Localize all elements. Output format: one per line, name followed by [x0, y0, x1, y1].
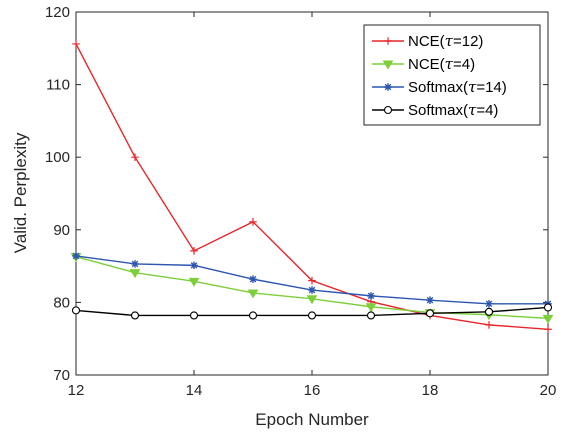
y-axis-label: Valid. Perplexity [11, 132, 30, 253]
circle-marker [307, 311, 317, 320]
star-marker [72, 252, 80, 260]
plus-marker [485, 321, 493, 329]
circle-marker [130, 311, 140, 320]
triangle-marker [542, 314, 554, 324]
plus-marker [544, 325, 552, 334]
plus-marker [308, 276, 316, 285]
y-tick-label: 70 [53, 367, 70, 384]
legend-item: Softmax(τ=14) [372, 78, 507, 96]
circle-marker [71, 306, 81, 315]
x-tick-label: 16 [304, 382, 321, 399]
y-tick-label: 110 [46, 77, 70, 94]
circle-marker [248, 311, 258, 320]
triangle-marker [306, 295, 318, 305]
x-tick-label: 12 [68, 382, 85, 399]
circle-marker [383, 105, 393, 115]
plus-marker [190, 247, 198, 255]
triangle-marker [382, 60, 394, 70]
y-axis: 70 80 90 100 110 120 [45, 4, 548, 384]
triangle-marker [365, 303, 377, 313]
circle-marker [484, 307, 494, 316]
x-axis: 12 14 16 18 20 [68, 12, 557, 399]
legend-label: NCE(τ=4) [408, 55, 475, 73]
triangle-marker [247, 289, 259, 299]
legend-item: Softmax(τ=4) [372, 101, 498, 119]
circle-marker [543, 303, 553, 312]
star-marker [426, 296, 434, 305]
star-marker [131, 260, 139, 268]
plus-marker [249, 218, 257, 226]
star-marker [485, 300, 493, 308]
plus-marker [384, 37, 392, 45]
x-tick-label: 14 [186, 382, 203, 399]
circle-marker [189, 311, 199, 320]
star-marker [249, 275, 257, 283]
plus-marker [72, 40, 80, 48]
x-tick-label: 20 [540, 382, 557, 399]
legend-item: NCE(τ=4) [372, 55, 475, 73]
series-layer [70, 40, 554, 334]
legend-label: NCE(τ=12) [408, 32, 483, 50]
triangle-marker [188, 277, 200, 287]
legend-label: Softmax(τ=4) [408, 101, 498, 119]
legend-item: NCE(τ=12) [372, 32, 483, 50]
y-tick-label: 100 [45, 149, 70, 166]
triangle-marker [129, 269, 141, 279]
circle-marker [425, 309, 435, 318]
star-marker [384, 83, 392, 91]
star-marker [190, 261, 198, 270]
y-tick-label: 80 [53, 294, 70, 311]
legend-label: Softmax(τ=14) [408, 78, 507, 96]
y-tick-label: 120 [45, 4, 70, 21]
legend: NCE(τ=12) NCE(τ=4) Softmax(τ=14) Softmax(τ=… [363, 24, 541, 126]
series-0 [72, 40, 552, 334]
plus-marker [131, 153, 139, 161]
circle-marker [366, 311, 376, 320]
x-tick-label: 18 [422, 382, 439, 399]
star-marker [367, 292, 375, 300]
series-3 [71, 303, 553, 320]
y-tick-label: 90 [53, 222, 70, 239]
x-axis-label: Epoch Number [255, 410, 369, 429]
star-marker [308, 286, 316, 294]
